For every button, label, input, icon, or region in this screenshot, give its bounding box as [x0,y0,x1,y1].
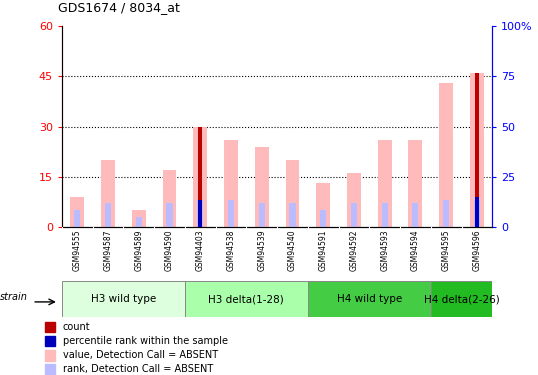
Text: GSM94596: GSM94596 [472,230,482,271]
Bar [443,200,449,227]
Bar [105,204,111,227]
Text: GSM94591: GSM94591 [318,230,328,271]
Text: value, Detection Call = ABSENT: value, Detection Call = ABSENT [62,350,218,360]
Bar [286,160,299,227]
Bar [228,200,234,227]
Bar [439,83,453,227]
Bar [45,336,55,346]
Bar [199,200,202,227]
Bar [320,210,326,227]
Text: H4 delta(2-26): H4 delta(2-26) [423,294,499,304]
Text: GSM94539: GSM94539 [257,230,266,271]
Text: GSM94403: GSM94403 [196,230,205,271]
Bar [475,73,479,227]
Bar [224,140,238,227]
Text: percentile rank within the sample: percentile rank within the sample [62,336,228,346]
Bar [381,204,388,227]
Bar [136,217,142,227]
Bar [255,147,268,227]
Bar [289,204,295,227]
Text: H3 delta(1-28): H3 delta(1-28) [208,294,284,304]
Bar [132,210,146,227]
Bar [199,127,202,227]
Bar [166,204,173,227]
Text: count: count [62,322,90,332]
Bar [431,281,492,317]
Bar [193,127,207,227]
Text: GSM94589: GSM94589 [134,230,143,271]
Bar [474,200,480,227]
Bar [351,204,357,227]
Bar [62,281,185,317]
Text: GSM94538: GSM94538 [226,230,236,271]
Bar [308,281,431,317]
Bar [101,160,115,227]
Text: GSM94592: GSM94592 [349,230,358,271]
Text: GDS1674 / 8034_at: GDS1674 / 8034_at [58,1,180,14]
Bar [45,350,55,361]
Text: GSM94594: GSM94594 [411,230,420,271]
Bar [45,322,55,332]
Bar [408,140,422,227]
Text: GSM94595: GSM94595 [442,230,451,271]
Bar [475,197,479,227]
Bar [412,204,419,227]
Text: strain: strain [0,292,28,302]
Text: H3 wild type: H3 wild type [91,294,156,304]
Text: GSM94587: GSM94587 [103,230,112,271]
Bar [470,73,484,227]
Bar [70,197,84,227]
Text: GSM94593: GSM94593 [380,230,389,271]
Bar [197,200,203,227]
Bar [162,170,176,227]
Text: H4 wild type: H4 wild type [337,294,402,304]
Bar [347,173,361,227]
Bar [259,204,265,227]
Bar [45,364,55,375]
Text: rank, Detection Call = ABSENT: rank, Detection Call = ABSENT [62,364,213,374]
Text: GSM94555: GSM94555 [73,230,82,271]
Text: GSM94540: GSM94540 [288,230,297,271]
Bar [378,140,392,227]
Bar [74,210,80,227]
Bar [316,183,330,227]
Text: GSM94590: GSM94590 [165,230,174,271]
Bar [185,281,308,317]
